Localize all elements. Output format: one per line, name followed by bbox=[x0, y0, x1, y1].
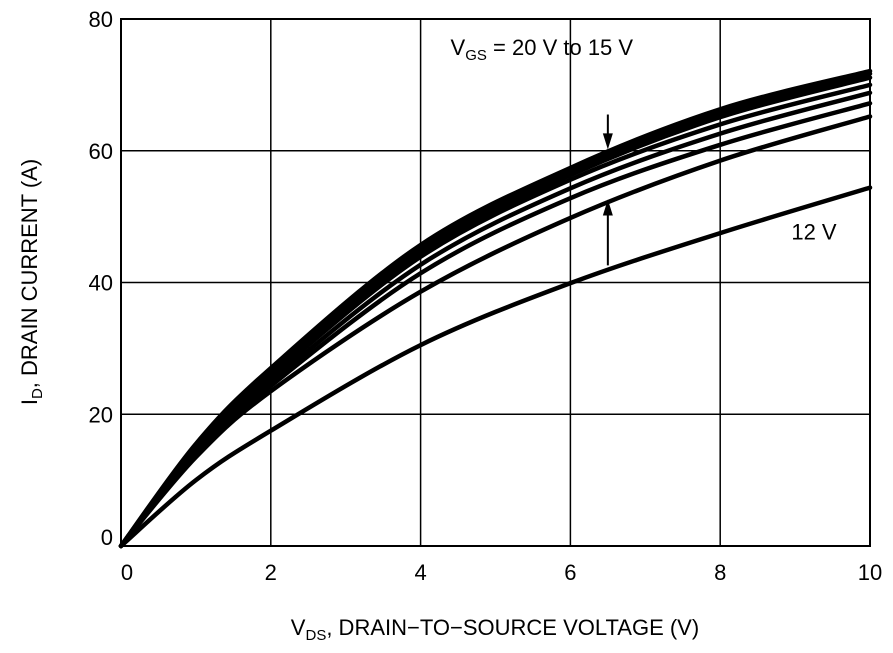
y-tick-label: 0 bbox=[101, 525, 113, 550]
annotations: VGS = 20 V to 15 V 12 V bbox=[451, 35, 837, 266]
x-tick-label: 10 bbox=[858, 560, 882, 585]
y-axis-label: ID, DRAIN CURRENT (A) bbox=[17, 159, 46, 405]
vgs-range-label: VGS = 20 V to 15 V bbox=[451, 35, 634, 64]
x-tick-label: 0 bbox=[121, 560, 133, 585]
x-tick-label: 8 bbox=[714, 560, 726, 585]
plot-frame bbox=[120, 18, 871, 547]
y-tick-label: 80 bbox=[89, 7, 113, 32]
x-tick-label: 6 bbox=[564, 560, 576, 585]
arrow-head-icon bbox=[602, 133, 613, 150]
x-tick-label: 4 bbox=[414, 560, 426, 585]
series-line bbox=[118, 185, 873, 549]
series-line bbox=[118, 82, 873, 549]
tick-labels: 0 2 4 6 8 10 0 20 40 60 80 bbox=[89, 7, 883, 585]
x-tick-label: 2 bbox=[265, 560, 277, 585]
arrow-head-icon bbox=[602, 199, 613, 216]
series-line bbox=[118, 114, 873, 549]
x-axis-label: VDS, DRAIN−TO−SOURCE VOLTAGE (V) bbox=[291, 615, 699, 644]
series-group bbox=[118, 68, 873, 549]
series-line bbox=[118, 68, 873, 549]
series-line bbox=[118, 101, 873, 549]
y-tick-label: 60 bbox=[89, 139, 113, 164]
y-tick-label: 40 bbox=[89, 271, 113, 296]
vgs-12v-label: 12 V bbox=[791, 220, 837, 245]
y-tick-label: 20 bbox=[89, 402, 113, 427]
series-line bbox=[118, 90, 873, 549]
